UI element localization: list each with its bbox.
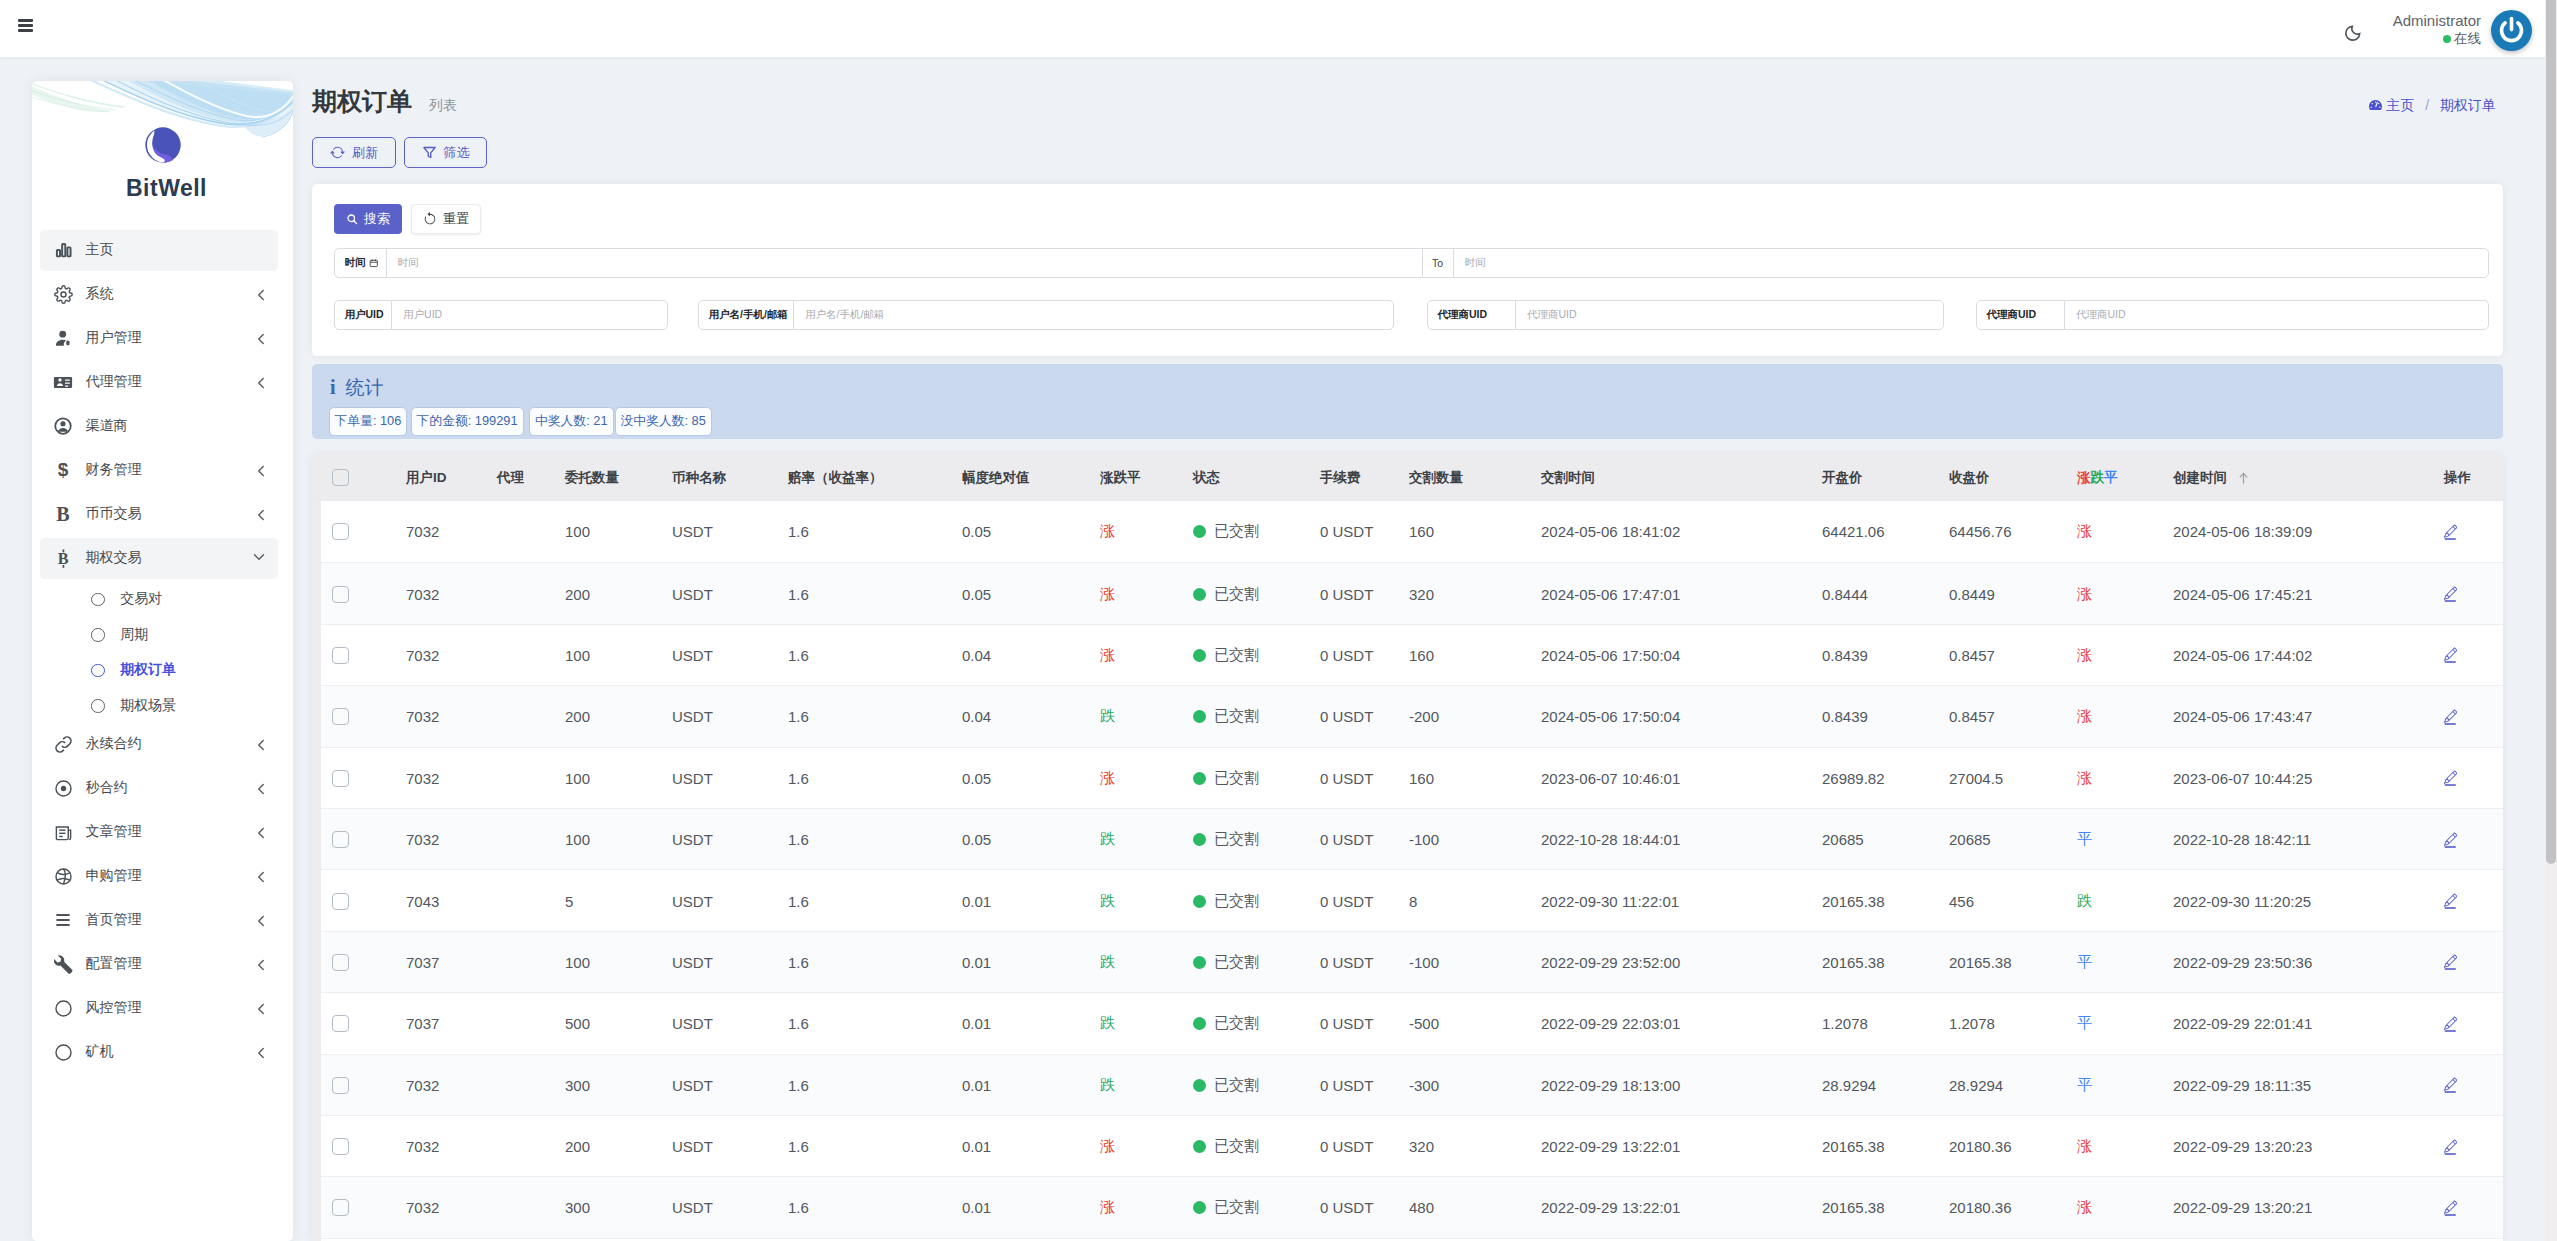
svg-text:B: B xyxy=(57,550,68,567)
